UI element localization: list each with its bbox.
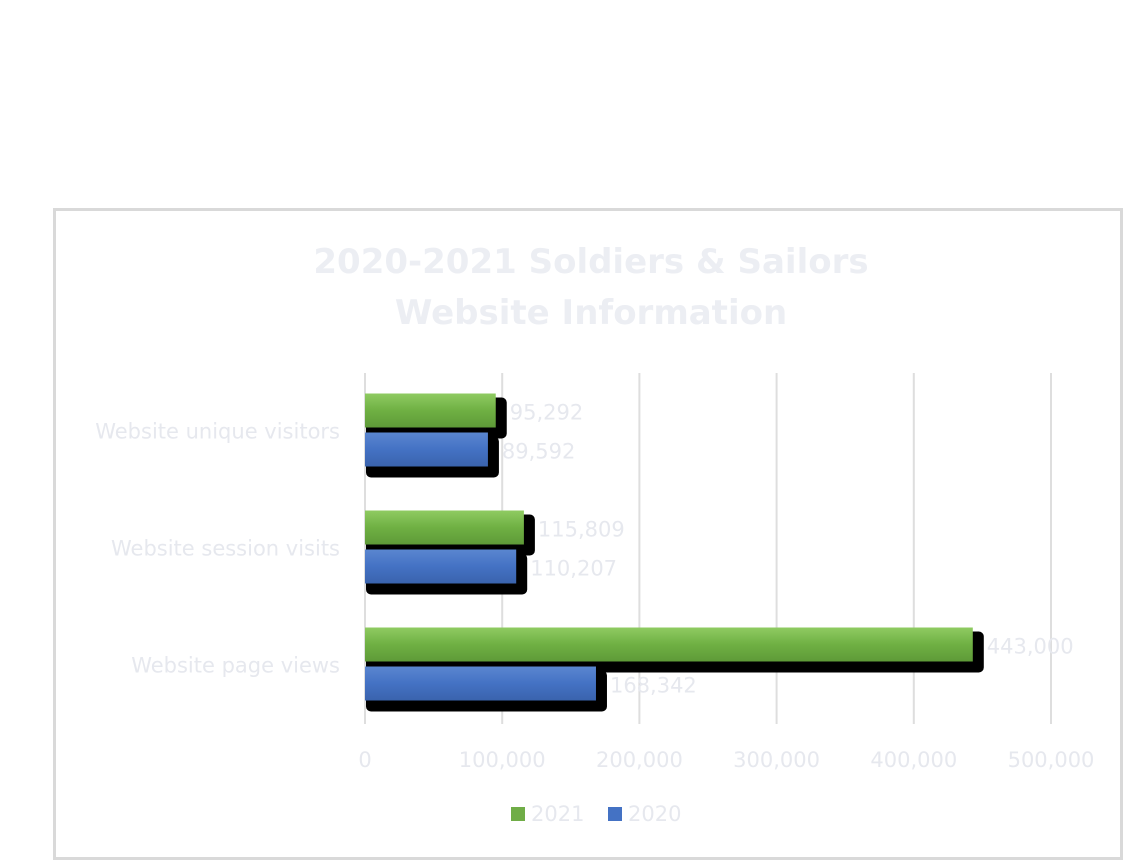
- x-tick-label: 100,000: [459, 748, 546, 772]
- data-label: 95,292: [510, 401, 583, 425]
- bar-2021: [365, 393, 496, 428]
- bars: [365, 393, 984, 712]
- legend: 2021 2020: [511, 802, 681, 826]
- data-label: 168,342: [610, 674, 697, 698]
- data-label: 89,592: [502, 440, 575, 464]
- category-label: Website unique visitors: [95, 420, 340, 444]
- legend-swatch: [608, 807, 622, 821]
- x-tick-label: 300,000: [733, 748, 820, 772]
- x-tick-label: 0: [358, 748, 371, 772]
- bar-2021: [365, 510, 524, 545]
- x-tick-label: 200,000: [596, 748, 683, 772]
- bar-2021: [365, 627, 973, 662]
- x-tick-label: 400,000: [870, 748, 957, 772]
- bar-chart: 2020-2021 Soldiers & Sailors Website Inf…: [95, 242, 1094, 826]
- bar-2020: [365, 666, 596, 701]
- legend-swatch: [511, 807, 525, 821]
- data-label: 110,207: [530, 557, 617, 581]
- labels: 0 100,000 200,000 300,000 400,000 500,000 Webs…: [95, 401, 1094, 773]
- bar-2020: [365, 432, 488, 467]
- chart-title: 2020-2021 Soldiers & Sailors: [313, 242, 868, 282]
- x-tick-label: 500,000: [1008, 748, 1095, 772]
- legend-label: 2020: [628, 802, 681, 826]
- chart-frame: 2020-2021 Soldiers & Sailors Website Inf…: [53, 208, 1123, 860]
- chart-subtitle: Website Information: [395, 293, 787, 333]
- data-label: 115,809: [538, 518, 625, 542]
- data-label: 443,000: [987, 635, 1074, 659]
- category-label: Website page views: [131, 654, 340, 678]
- category-label: Website session visits: [111, 537, 340, 561]
- bar-2020: [365, 549, 517, 584]
- legend-label: 2021: [531, 802, 584, 826]
